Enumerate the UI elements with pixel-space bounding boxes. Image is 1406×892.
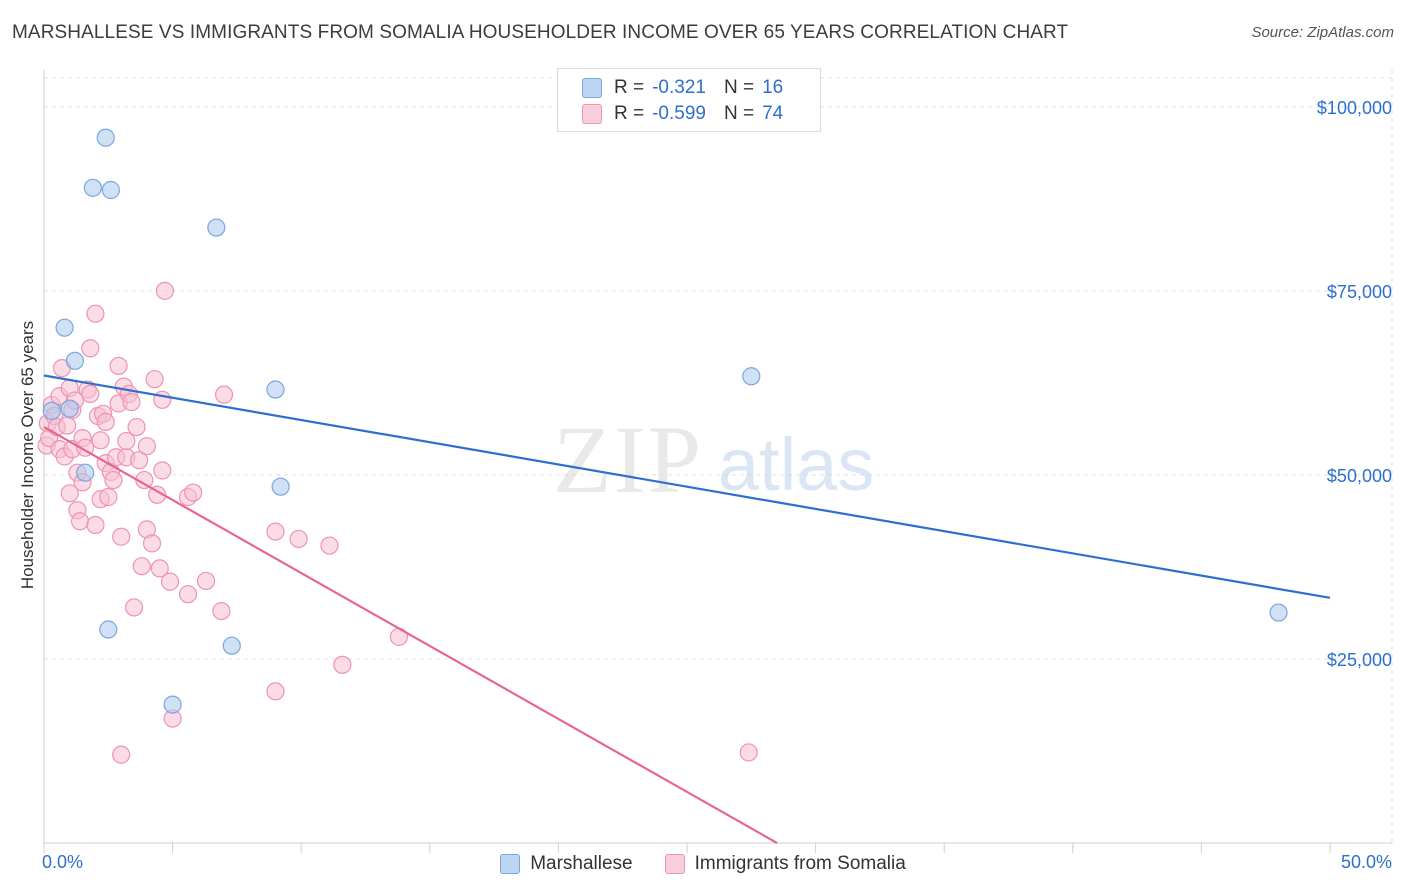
trend-line-marshallese (43, 374, 1331, 599)
point-somalia (112, 745, 131, 764)
point-somalia (117, 431, 136, 451)
point-marshallese (266, 380, 285, 399)
point-somalia (99, 487, 118, 507)
point-marshallese (60, 399, 79, 418)
axes (43, 70, 1392, 853)
y-tick-label: $75,000 (1327, 282, 1392, 302)
legend-item-somalia[interactable]: Immigrants from Somalia (664, 853, 906, 875)
legend-r-value-somalia: -0.599 (652, 103, 706, 124)
point-somalia (132, 557, 151, 576)
x-tick-label-max: 50.0% (1340, 852, 1392, 872)
point-marshallese (42, 401, 61, 420)
point-somalia (320, 536, 339, 555)
point-somalia (196, 571, 216, 591)
correlation-legend: R = -0.321 N = 16 R = -0.599 N = 74 (557, 68, 821, 132)
watermark: ZIP atlas (553, 406, 874, 513)
y-tick-labels: $25,000 $50,000 $75,000 $100,000 (1317, 98, 1392, 670)
grid-lines (44, 70, 1393, 843)
point-somalia (109, 356, 128, 376)
watermark-zip: ZIP (553, 406, 703, 513)
watermark-atlas: atlas (718, 423, 874, 506)
legend-n-label: N = (723, 103, 755, 124)
legend-row-somalia: R = -0.599 N = 74 (582, 102, 783, 126)
point-somalia (86, 515, 105, 535)
point-somalia (214, 385, 234, 404)
point-somalia (60, 484, 79, 503)
y-tick-label: $25,000 (1327, 650, 1392, 670)
point-marshallese (271, 477, 290, 496)
point-somalia (86, 304, 105, 323)
point-somalia (122, 392, 141, 412)
point-somalia (81, 339, 100, 358)
point-somalia (96, 412, 115, 431)
point-somalia (145, 370, 164, 389)
point-somalia (70, 512, 90, 531)
legend-n-value-marshallese: 16 (762, 77, 784, 98)
point-somalia (160, 572, 180, 591)
legend-swatch-marshallese (582, 78, 602, 98)
point-somalia (104, 470, 123, 490)
point-marshallese (83, 178, 102, 197)
point-somalia (266, 522, 285, 541)
legend-label-marshallese: Marshallese (530, 853, 633, 874)
legend-swatch-somalia (664, 854, 685, 874)
point-marshallese (76, 463, 95, 482)
source-label: Source: ZipAtlas.com (1251, 24, 1394, 41)
point-somalia (155, 281, 174, 300)
point-somalia (266, 682, 285, 701)
legend-r-label: R = (614, 103, 645, 124)
point-somalia (127, 417, 146, 437)
point-somalia (212, 601, 231, 621)
point-somalia (739, 743, 758, 762)
y-tick-label: $100,000 (1317, 98, 1392, 118)
legend-swatch-somalia (582, 104, 602, 124)
legend-r-value-marshallese: -0.321 (652, 77, 706, 98)
point-marshallese (1269, 603, 1288, 622)
legend-r-label: R = (614, 77, 645, 98)
point-somalia (184, 483, 203, 502)
point-somalia (91, 431, 110, 450)
point-somalia (58, 416, 77, 435)
series-immigrants-from-somalia (37, 281, 758, 764)
point-marshallese (96, 128, 115, 147)
point-somalia (130, 451, 149, 470)
x-tick-label-min: 0.0% (42, 852, 84, 872)
trend-lines (43, 374, 1331, 844)
point-somalia (142, 534, 162, 553)
point-somalia (178, 585, 198, 604)
point-marshallese (101, 180, 120, 200)
legend-row-marshallese: R = -0.321 N = 16 (582, 76, 783, 100)
series-legend: Marshallese Immigrants from Somalia (0, 853, 1406, 875)
point-marshallese (222, 636, 241, 655)
legend-swatch-marshallese (500, 854, 521, 874)
series-marshallese (42, 128, 1288, 714)
point-somalia (153, 461, 172, 480)
point-somalia (289, 529, 308, 549)
trend-line-somalia (43, 426, 778, 844)
legend-item-marshallese[interactable]: Marshallese (500, 853, 633, 875)
point-marshallese (65, 351, 84, 370)
point-marshallese (99, 620, 118, 639)
point-somalia (148, 485, 167, 504)
point-somalia (112, 527, 131, 546)
point-marshallese (55, 318, 74, 337)
point-marshallese (207, 218, 226, 237)
legend-label-somalia: Immigrants from Somalia (694, 853, 906, 874)
point-somalia (81, 384, 100, 404)
point-marshallese (742, 367, 761, 386)
point-somalia (137, 437, 156, 456)
legend-n-label: N = (723, 77, 755, 98)
legend-n-value-somalia: 74 (762, 103, 784, 124)
point-somalia (150, 559, 169, 578)
point-somalia (333, 655, 352, 674)
y-tick-label: $50,000 (1327, 466, 1392, 486)
chart-title: MARSHALLESE VS IMMIGRANTS FROM SOMALIA H… (12, 22, 1069, 43)
point-marshallese (163, 695, 182, 714)
point-somalia (124, 598, 144, 617)
